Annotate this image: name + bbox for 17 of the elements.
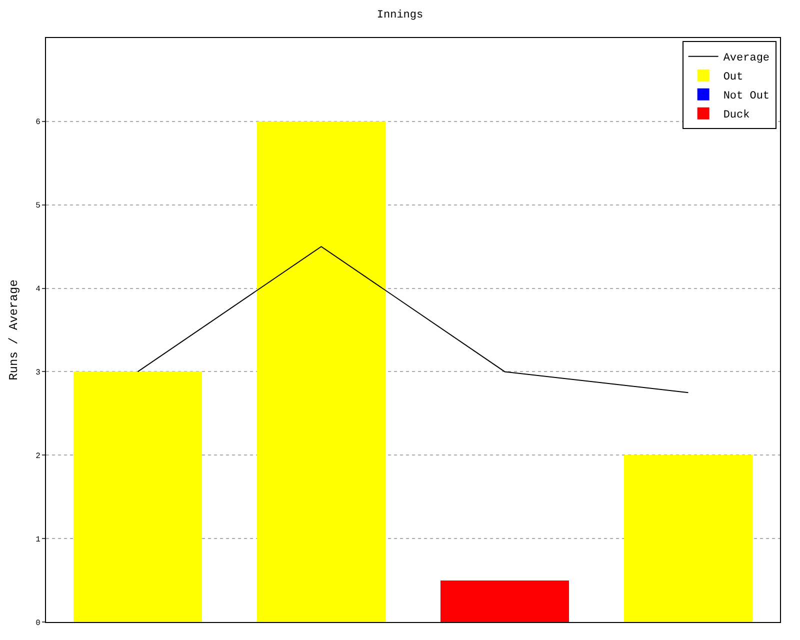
y-tick-label: 2: [36, 452, 41, 461]
legend-label: Out: [723, 72, 744, 84]
bar: [624, 455, 752, 622]
y-tick-label: 4: [36, 285, 41, 294]
y-axis-title: Runs / Average: [6, 280, 21, 380]
legend-label: Duck: [723, 110, 750, 122]
chart-title: Innings: [376, 9, 424, 22]
y-tick-label: 3: [36, 368, 41, 378]
y-tick-label: 1: [36, 535, 41, 544]
bar: [257, 121, 386, 622]
bar: [440, 580, 569, 622]
legend-label: Average: [723, 52, 770, 65]
y-tick-label: 5: [36, 202, 41, 211]
bar: [74, 372, 202, 622]
y-tick-label: 6: [36, 118, 41, 128]
y-tick-label: 0: [36, 618, 41, 628]
legend-label: Not Out: [723, 90, 770, 103]
